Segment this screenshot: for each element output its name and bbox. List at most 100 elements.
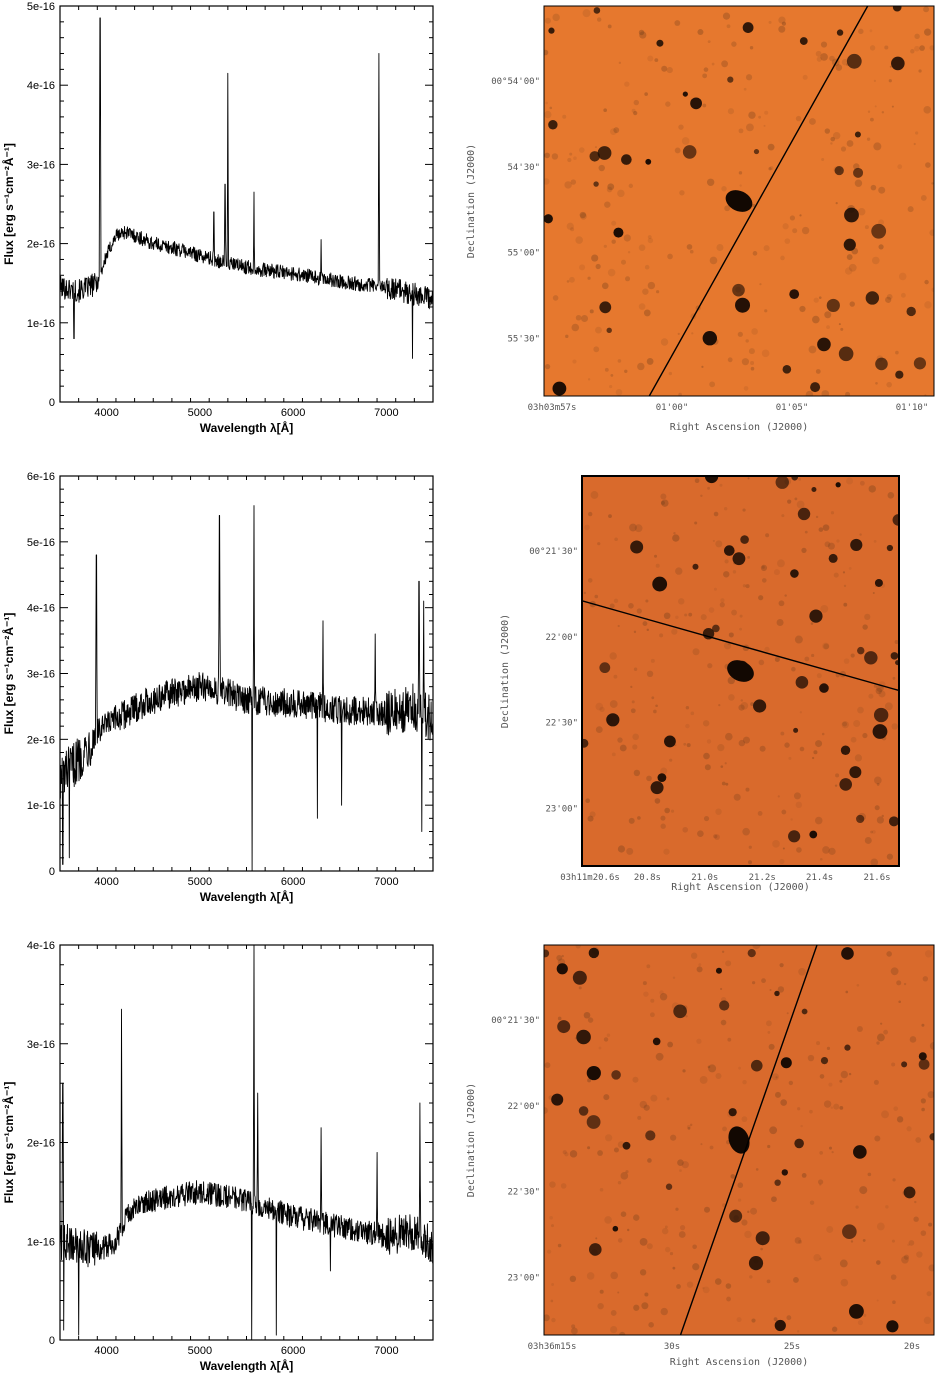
faint-source — [688, 612, 693, 617]
star-source — [576, 1029, 591, 1045]
faint-source — [645, 599, 649, 603]
faint-source — [672, 1266, 676, 1270]
faint-source — [872, 830, 876, 834]
faint-source — [690, 711, 695, 716]
faint-source — [878, 186, 886, 194]
faint-source — [797, 1107, 801, 1111]
star-source — [846, 53, 862, 69]
faint-source — [677, 1159, 684, 1167]
faint-source — [769, 1126, 778, 1135]
faint-source — [610, 1325, 618, 1334]
faint-source — [673, 531, 676, 535]
star-source — [834, 165, 844, 176]
faint-source — [664, 807, 670, 814]
star-source — [606, 327, 612, 334]
faint-source — [811, 653, 815, 658]
faint-source — [727, 676, 735, 685]
star-source — [682, 145, 697, 159]
faint-source — [610, 1271, 619, 1280]
faint-source — [845, 391, 851, 396]
faint-source — [885, 1205, 889, 1209]
faint-source — [679, 1225, 686, 1231]
faint-source — [631, 700, 635, 704]
faint-source — [639, 1237, 648, 1246]
faint-source — [819, 1257, 822, 1261]
faint-source — [840, 1278, 849, 1287]
y-tick-label: 2e-16 — [27, 1138, 55, 1150]
faint-source — [841, 721, 849, 729]
faint-source — [569, 276, 575, 283]
faint-source — [551, 1283, 555, 1286]
faint-source — [821, 732, 825, 736]
faint-source — [747, 860, 752, 865]
faint-source — [864, 225, 869, 230]
plot-frame — [59, 944, 434, 1341]
faint-source — [611, 239, 616, 244]
faint-source — [700, 494, 703, 497]
faint-source — [664, 1225, 668, 1229]
y-tick-label: 5e-16 — [27, 1, 55, 13]
faint-source — [782, 223, 789, 230]
faint-source — [702, 720, 710, 727]
faint-source — [833, 1103, 840, 1110]
faint-source — [862, 732, 868, 739]
faint-source — [766, 1020, 772, 1027]
star-source — [849, 766, 862, 779]
faint-source — [742, 584, 747, 588]
faint-source — [795, 801, 803, 809]
faint-source — [793, 792, 801, 800]
faint-source — [712, 539, 715, 543]
faint-source — [880, 1022, 883, 1025]
faint-source — [689, 1123, 693, 1127]
ra-tick-label: 03h11m20.6s — [560, 873, 620, 883]
star-source — [740, 535, 749, 544]
faint-source — [743, 386, 749, 391]
star-source — [719, 1000, 730, 1011]
star-source — [890, 652, 899, 660]
faint-source — [788, 1080, 794, 1086]
faint-source — [819, 1151, 823, 1155]
faint-source — [724, 205, 731, 212]
faint-source — [786, 1315, 792, 1321]
faint-source — [764, 646, 770, 652]
faint-source — [772, 840, 780, 848]
x-tick-label: 5000 — [188, 407, 212, 419]
faint-source — [617, 1291, 620, 1294]
star-source — [791, 476, 798, 481]
x-tick-label: 5000 — [188, 876, 212, 888]
star-source — [871, 223, 887, 239]
faint-source — [867, 110, 871, 113]
star-source — [556, 963, 568, 975]
faint-source — [578, 986, 582, 990]
faint-source — [778, 600, 785, 607]
faint-source — [617, 1238, 623, 1243]
faint-source — [874, 1135, 881, 1142]
faint-source — [792, 228, 798, 234]
faint-source — [915, 1137, 922, 1143]
faint-source — [920, 195, 927, 201]
faint-source — [642, 981, 647, 986]
faint-source — [777, 795, 780, 798]
faint-source — [660, 823, 666, 829]
faint-source — [742, 827, 750, 836]
dec-tick-label: 23'00" — [545, 804, 578, 814]
faint-source — [720, 598, 725, 603]
faint-source — [552, 295, 559, 301]
faint-source — [672, 976, 676, 979]
faint-source — [646, 964, 651, 969]
faint-source — [678, 598, 685, 605]
faint-source — [835, 202, 838, 205]
faint-source — [824, 311, 832, 319]
faint-source — [633, 1304, 640, 1311]
faint-source — [791, 666, 796, 672]
faint-source — [656, 290, 660, 294]
faint-source — [707, 486, 710, 490]
star-source — [755, 1231, 770, 1246]
faint-source — [689, 249, 694, 254]
faint-source — [906, 1126, 912, 1132]
faint-source — [707, 663, 713, 669]
faint-source — [876, 816, 884, 824]
faint-source — [569, 152, 573, 156]
faint-source — [639, 1269, 647, 1276]
faint-source — [544, 1107, 548, 1114]
